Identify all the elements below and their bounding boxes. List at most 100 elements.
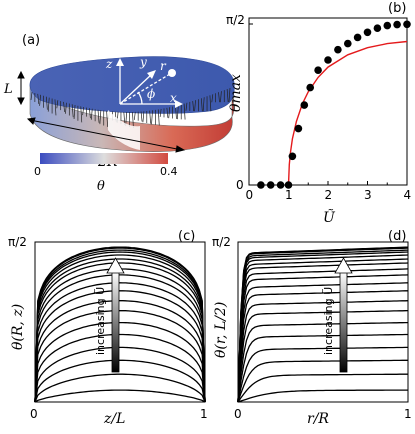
colorbar-max: 0.4 xyxy=(160,165,178,178)
panel-b-data-point xyxy=(373,24,382,32)
director-hair xyxy=(30,91,33,101)
panel-b-xlabel: Ũ xyxy=(323,208,336,226)
d-curve xyxy=(237,389,408,403)
panel-a: (a) z y x r ϕ L xyxy=(3,33,235,194)
disc-side xyxy=(29,85,235,152)
director-hair xyxy=(142,111,145,123)
d-curve xyxy=(237,290,408,403)
c-curve xyxy=(34,247,206,403)
panel-b-ytick-top: π/2 xyxy=(226,13,245,27)
c-curve xyxy=(34,290,206,403)
colorbar-min: 0 xyxy=(34,165,41,178)
panel-b-theory-line xyxy=(287,40,408,186)
panel-c-xlabel: z/L xyxy=(103,411,125,427)
panel-b-data-point xyxy=(266,181,275,189)
director-hair xyxy=(149,110,152,124)
panel-c-ylabel: θ(R, z) xyxy=(10,304,26,350)
d-curve xyxy=(237,258,409,403)
panel-b-data-point xyxy=(288,152,297,161)
panel-b-xtick-label: 1 xyxy=(285,188,293,202)
x-arrowhead xyxy=(175,100,183,108)
director-hair xyxy=(47,97,50,112)
c-curve xyxy=(34,268,206,403)
d-curve xyxy=(237,251,409,403)
panel-c-xtick-0: 0 xyxy=(30,407,38,421)
d-curve xyxy=(237,346,408,403)
colorbar xyxy=(40,153,168,164)
panel-a-label: (a) xyxy=(22,33,40,48)
c-curve xyxy=(34,282,206,403)
director-hair xyxy=(157,109,160,126)
director-hair xyxy=(80,106,83,123)
director-hair xyxy=(194,100,196,112)
director-hair xyxy=(226,89,229,103)
panel-d-plot xyxy=(237,246,409,403)
d-curve xyxy=(237,300,409,403)
director-hair xyxy=(209,95,212,112)
panel-b-data-point xyxy=(284,181,293,189)
director-hair xyxy=(54,99,57,116)
d-curve xyxy=(237,268,409,403)
angle-phi-label: ϕ xyxy=(147,87,155,101)
panel-b-xtick-label: 0 xyxy=(246,188,254,202)
panel-b-frame xyxy=(248,17,408,186)
panel-b-data-point xyxy=(257,181,265,189)
c-curve xyxy=(34,254,206,403)
c-curve xyxy=(34,346,206,403)
director-hair xyxy=(39,94,41,106)
panel-b-data-point xyxy=(383,21,392,30)
director-hair xyxy=(132,111,134,128)
panel-b-ticks xyxy=(248,23,408,186)
panel-c-xtick-1: 1 xyxy=(200,407,208,421)
dim-L-label: L xyxy=(3,82,13,97)
director-hair xyxy=(166,107,169,118)
c-curve xyxy=(34,251,206,403)
panel-b-xticklabels: 0 1 2 3 4 xyxy=(246,188,412,202)
c-curve xyxy=(34,249,206,403)
d-curve xyxy=(237,321,408,403)
panel-c-arrow-label: increasing Ũ xyxy=(94,287,107,355)
panel-b-data-point xyxy=(294,124,303,133)
d-curve xyxy=(237,333,408,403)
panel-d: (d) π/2 0 1 θ(r, L/2) r/R increasing Ũ xyxy=(212,229,412,427)
c-curve xyxy=(34,300,206,403)
director-hair xyxy=(45,96,48,110)
panel-b-data-point xyxy=(353,33,362,42)
director-hair xyxy=(202,97,205,112)
c-curve xyxy=(34,246,206,403)
director-hair xyxy=(123,111,126,126)
panel-b-plot xyxy=(257,20,411,189)
director-hair xyxy=(151,110,153,125)
d-curve xyxy=(237,262,409,403)
panel-d-xtick-0: 0 xyxy=(234,407,242,421)
y-arrowhead xyxy=(147,70,156,79)
d-curve xyxy=(237,373,408,403)
panel-c-ytick-top: π/2 xyxy=(8,235,27,249)
director-hair xyxy=(97,109,100,123)
director-hair xyxy=(89,108,91,119)
panel-b-data-point xyxy=(344,39,352,48)
c-curve xyxy=(34,373,206,403)
panel-c-plot xyxy=(34,246,206,403)
director-hair xyxy=(176,105,179,120)
director-hair xyxy=(140,111,143,122)
director-hair xyxy=(185,102,188,111)
coordinate-axes xyxy=(119,62,178,105)
panel-b-data-point xyxy=(363,28,372,37)
panel-b-xtick-label: 4 xyxy=(404,188,412,202)
director-hair xyxy=(168,107,171,119)
d-curve xyxy=(237,247,409,403)
director-hair xyxy=(211,94,214,103)
panel-d-xtick-1: 1 xyxy=(404,407,412,421)
c-curve xyxy=(34,258,206,403)
d-curve xyxy=(237,309,409,403)
director-hair xyxy=(218,92,220,103)
panel-d-ylabel: θ(r, L/2) xyxy=(213,302,229,358)
point-marker xyxy=(168,69,176,77)
c-curve xyxy=(34,274,206,403)
director-hair xyxy=(71,104,74,118)
panel-b-data-point xyxy=(403,20,411,29)
director-hair xyxy=(73,104,76,120)
panel-b-data-point xyxy=(276,181,285,189)
